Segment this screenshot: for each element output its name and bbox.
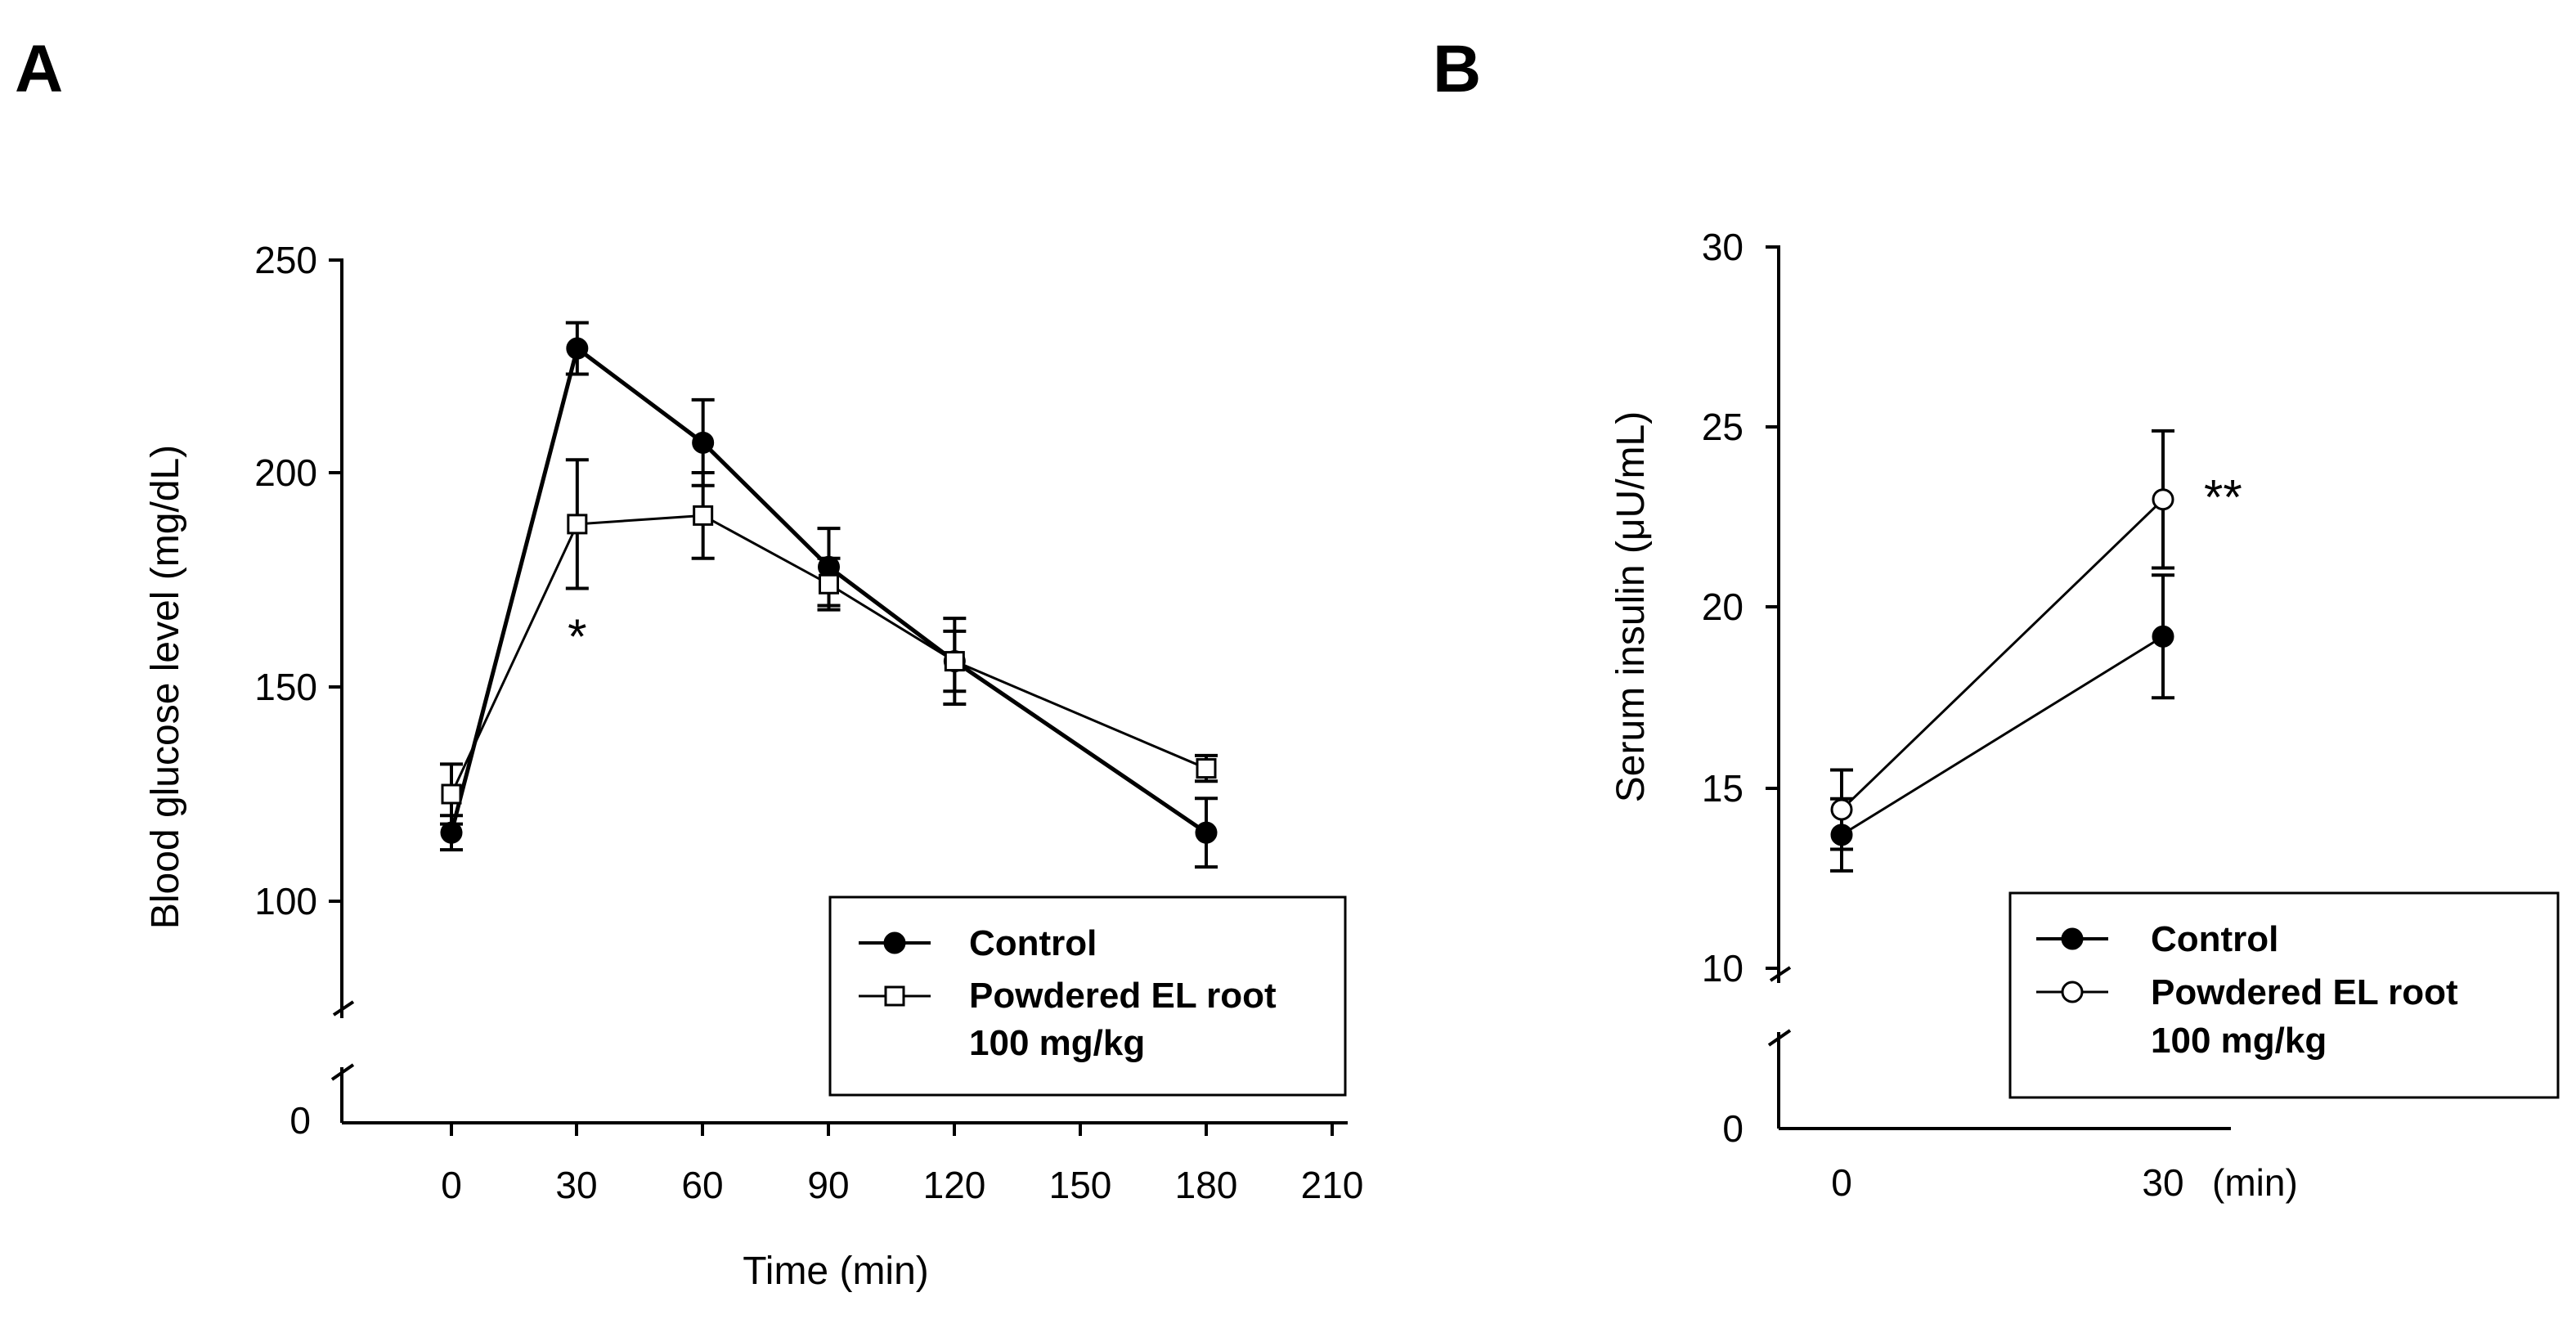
panel-a-x-title: Time (min) <box>743 1250 929 1293</box>
panel-b-ytick-label-20: 20 <box>1702 586 1744 628</box>
panel-b-plot-area <box>1830 429 2174 873</box>
panel-a-legend: Control Powdered EL root 100 mg/kg <box>828 895 1347 1097</box>
panel-a-legend-label-control: Control <box>969 923 1097 963</box>
panel-b: B 30 25 20 15 10 0 0 30 (min) Serum insu… <box>1433 32 2560 1204</box>
panel-a-xtick-label-30: 30 <box>555 1164 597 1206</box>
panel-b-label: B <box>1433 32 1481 106</box>
panel-a-xtick-label-120: 120 <box>923 1164 986 1206</box>
panel-a-point-control <box>1195 821 1218 844</box>
panel-a-ytick-label-250: 250 <box>254 239 317 281</box>
panel-b-legend-marker-control <box>2061 927 2084 950</box>
panel-b-ytick-label-10: 10 <box>1702 947 1744 990</box>
panel-a: A 250 200 150 100 0 0 30 60 90 <box>15 32 1363 1293</box>
panel-a-x-ticks: 0 30 60 90 120 150 180 210 <box>441 1123 1363 1206</box>
panel-b-xtick-label-0: 0 <box>1831 1161 1852 1204</box>
panel-b-point-control <box>2152 625 2174 648</box>
panel-b-line-el-root <box>1840 498 2165 811</box>
panel-a-plot-area <box>440 321 1218 869</box>
panel-b-legend-box <box>2008 891 2560 1099</box>
panel-a-y-title: Blood glucose level (mg/dL) <box>144 445 187 929</box>
panel-a-ytick-label-100: 100 <box>254 880 317 922</box>
panel-a-ytick-label-0: 0 <box>289 1099 311 1142</box>
panel-b-ytick-label-15: 15 <box>1702 767 1744 810</box>
panel-b-line-control <box>1841 635 2164 837</box>
panel-a-xtick-label-210: 210 <box>1301 1164 1364 1206</box>
panel-a-point-el-root <box>693 505 714 526</box>
panel-b-ytick-label-0: 0 <box>1722 1107 1744 1150</box>
panel-a-legend-label-el-root: Powdered EL root <box>969 976 1277 1016</box>
panel-a-y-ticks: 250 200 150 100 0 <box>254 239 342 1142</box>
panel-a-axis-break-bottom <box>330 1063 355 1081</box>
panel-b-point-el-root <box>2152 488 2174 511</box>
panel-a-legend-marker-el-root <box>884 985 905 1007</box>
panel-b-y-ticks: 30 25 20 15 10 0 <box>1702 226 1779 1150</box>
panel-b-xtick-label-30: 30 <box>2142 1161 2183 1204</box>
panel-a-point-el-root <box>567 514 588 535</box>
panel-a-point-el-root <box>944 651 965 672</box>
panel-a-point-control <box>818 555 840 578</box>
panel-a-xtick-label-90: 90 <box>807 1164 849 1206</box>
panel-a-point-control <box>440 821 463 844</box>
panel-b-significance-marker: ** <box>2204 470 2242 525</box>
panel-b-legend-label-el-root: Powdered EL root <box>2151 972 2458 1012</box>
panel-a-axis-break-top <box>332 1000 355 1017</box>
panel-b-legend-label-control: Control <box>2151 919 2278 959</box>
panel-a-label: A <box>15 32 63 106</box>
panel-a-ytick-label-150: 150 <box>254 666 317 708</box>
panel-a-xtick-label-180: 180 <box>1175 1164 1238 1206</box>
panel-a-xtick-label-60: 60 <box>681 1164 723 1206</box>
panel-b-point-control <box>1830 824 1853 846</box>
panel-a-point-control <box>692 431 715 454</box>
panel-a-xtick-label-150: 150 <box>1049 1164 1112 1206</box>
panel-b-axis-break-bottom <box>1767 1029 1792 1047</box>
panel-a-ytick-label-200: 200 <box>254 451 317 494</box>
panel-a-point-el-root <box>1196 758 1217 779</box>
panel-b-legend: Control Powdered EL root 100 mg/kg <box>2008 891 2560 1099</box>
panel-b-y-title: Serum insulin (μU/mL) <box>1609 411 1653 802</box>
panel-a-line-el-root <box>450 514 1207 795</box>
panel-b-legend-marker-el-root <box>2061 981 2084 1003</box>
panel-b-ytick-label-25: 25 <box>1702 406 1744 448</box>
panel-a-point-el-root <box>819 573 839 595</box>
panel-b-legend-label-el-root-dose: 100 mg/kg <box>2151 1021 2327 1061</box>
panel-b-point-el-root <box>1830 798 1853 821</box>
panel-a-point-el-root <box>441 783 462 805</box>
panel-a-legend-label-el-root-dose: 100 mg/kg <box>969 1023 1145 1063</box>
panel-a-legend-marker-control <box>883 931 906 954</box>
panel-a-line-control <box>449 344 1208 835</box>
panel-b-x-unit: (min) <box>2212 1161 2298 1204</box>
panel-a-significance-marker: * <box>568 609 586 664</box>
panel-a-xtick-label-0: 0 <box>441 1164 462 1206</box>
panel-b-axis-break-top <box>1769 966 1792 982</box>
panel-b-ytick-label-30: 30 <box>1702 226 1744 268</box>
panel-a-point-control <box>566 337 589 360</box>
